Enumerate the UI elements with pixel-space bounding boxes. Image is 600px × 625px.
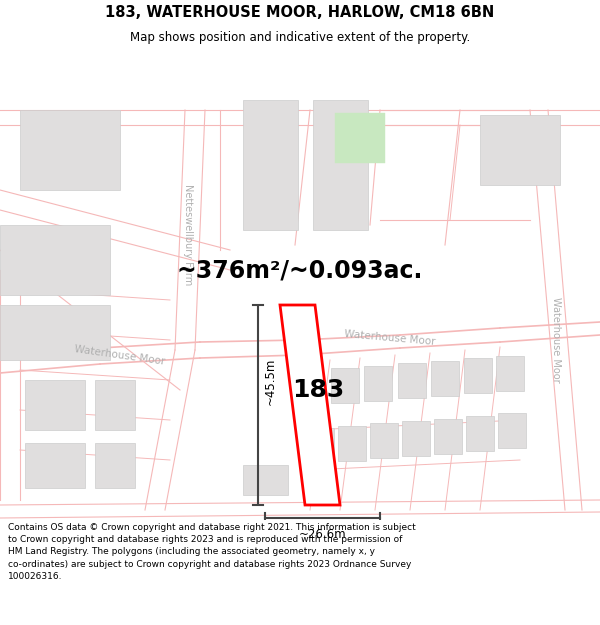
Polygon shape [0, 225, 110, 295]
Polygon shape [370, 422, 398, 457]
Text: ~376m²/~0.093ac.: ~376m²/~0.093ac. [177, 258, 423, 282]
Polygon shape [242, 465, 287, 495]
Text: 183, WATERHOUSE MOOR, HARLOW, CM18 6BN: 183, WATERHOUSE MOOR, HARLOW, CM18 6BN [106, 5, 494, 20]
Polygon shape [364, 366, 392, 401]
Polygon shape [20, 110, 120, 190]
Polygon shape [280, 305, 340, 505]
Polygon shape [338, 426, 366, 461]
Text: Waterhouse Moor: Waterhouse Moor [344, 329, 436, 347]
Polygon shape [335, 113, 385, 163]
Polygon shape [480, 115, 560, 185]
Polygon shape [331, 368, 359, 402]
Polygon shape [242, 100, 298, 230]
Text: Netteswellbury Farm: Netteswellbury Farm [183, 184, 193, 286]
Polygon shape [313, 100, 367, 230]
Polygon shape [25, 380, 85, 430]
Polygon shape [398, 362, 426, 398]
Polygon shape [434, 419, 462, 454]
Polygon shape [25, 442, 85, 488]
Text: Contains OS data © Crown copyright and database right 2021. This information is : Contains OS data © Crown copyright and d… [8, 523, 416, 581]
Text: ~45.5m: ~45.5m [263, 357, 277, 405]
Polygon shape [431, 361, 459, 396]
Polygon shape [464, 357, 492, 392]
Polygon shape [95, 442, 135, 488]
Polygon shape [0, 305, 110, 360]
Polygon shape [496, 356, 524, 391]
Text: 183: 183 [292, 378, 344, 402]
Text: Map shows position and indicative extent of the property.: Map shows position and indicative extent… [130, 31, 470, 44]
Text: ~26.6m: ~26.6m [299, 528, 346, 541]
Polygon shape [306, 428, 334, 462]
Text: Waterhouse Moor: Waterhouse Moor [74, 344, 166, 366]
Polygon shape [402, 421, 430, 456]
Polygon shape [95, 380, 135, 430]
Polygon shape [498, 412, 526, 447]
Text: Waterhouse Moor: Waterhouse Moor [551, 297, 561, 382]
Polygon shape [466, 416, 494, 451]
